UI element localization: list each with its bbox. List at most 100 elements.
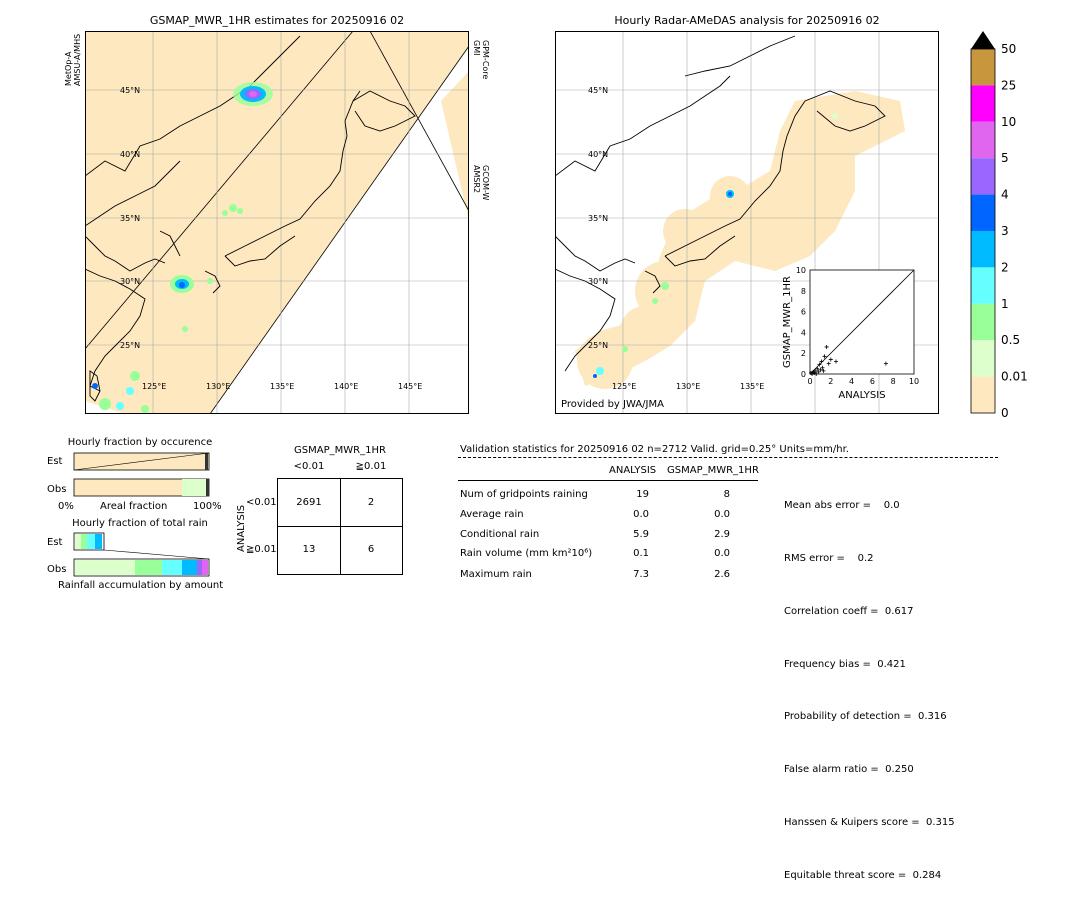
colorbar-extend-arrow bbox=[971, 31, 995, 49]
stats-row-4-gsmap: 2.6 bbox=[714, 569, 730, 580]
left-lat-25: 25°N bbox=[120, 341, 140, 350]
score-corr: Correlation coeff = 0.617 bbox=[784, 605, 914, 617]
right-sat-label-top: GPM-Core GMI bbox=[472, 40, 492, 90]
scatter-ytick: 10 bbox=[796, 266, 806, 275]
colorbar-label: 0 bbox=[1001, 406, 1009, 418]
stats-row-0-analysis: 19 bbox=[636, 489, 649, 500]
scatter-point bbox=[819, 359, 824, 364]
rain-est-label: Est bbox=[47, 537, 63, 548]
colorbar-segment bbox=[971, 231, 995, 268]
stats-header-rule bbox=[458, 457, 998, 458]
scatter-xtick: 0 bbox=[807, 377, 812, 386]
colorbar-label: 4 bbox=[1001, 188, 1009, 202]
left-lon-130: 130°E bbox=[206, 382, 230, 391]
colorbar-label: 2 bbox=[1001, 260, 1009, 274]
scatter-point bbox=[834, 359, 838, 364]
rain-chart bbox=[73, 532, 210, 577]
right-sat-label-bottom: GCOM-W AMSR2 bbox=[472, 165, 492, 215]
contingency-col-1: ≧0.01 bbox=[355, 461, 387, 472]
scatter-point bbox=[883, 361, 888, 366]
left-lon-135: 135°E bbox=[270, 382, 294, 391]
score-ets: Equitable threat score = 0.284 bbox=[784, 869, 942, 881]
colorbar-segment bbox=[971, 49, 995, 86]
scatter-xtick: 2 bbox=[828, 377, 833, 386]
scatter-xlabel: ANALYSIS bbox=[838, 390, 885, 401]
stats-row-3-label: Rain volume (mm km²10⁶) bbox=[460, 548, 593, 559]
rain-obs-label: Obs bbox=[47, 564, 67, 575]
cell-false-alarm: 2 bbox=[367, 497, 375, 508]
stats-row-2-analysis: 5.9 bbox=[633, 529, 649, 540]
scatter-point bbox=[817, 362, 822, 367]
occ-obs-label: Obs bbox=[47, 484, 67, 495]
scatter-ytick: 6 bbox=[801, 308, 806, 317]
left-map-title: GSMAP_MWR_1HR estimates for 20250916 02 bbox=[149, 14, 405, 27]
gcom-line2: AMSR2 bbox=[472, 165, 481, 194]
occ-x-0: 0% bbox=[58, 501, 74, 512]
occ-x-100: 100% bbox=[193, 501, 222, 512]
right-lat-25: 25°N bbox=[588, 341, 608, 350]
score-rmse: RMS error = 0.2 bbox=[784, 552, 874, 564]
scatter-point bbox=[810, 372, 815, 376]
left-map: 45°N 40°N 35°N 30°N 25°N 125°E 130°E 135… bbox=[85, 31, 469, 414]
right-map: 45°N 40°N 35°N 30°N 25°N 125°E 130°E 135… bbox=[555, 31, 939, 414]
scatter-point bbox=[826, 361, 831, 366]
scatter-xtick: 4 bbox=[849, 377, 854, 386]
scores-list: Mean abs error = 0.0 RMS error = 0.2 Cor… bbox=[784, 462, 955, 902]
scatter-point bbox=[816, 369, 821, 374]
right-lat-40: 40°N bbox=[588, 150, 608, 159]
left-sat-line2: AMSU-A/MHS bbox=[73, 33, 82, 86]
scatter-ytick: 2 bbox=[801, 349, 806, 358]
scatter-xtick: 10 bbox=[909, 377, 919, 386]
scatter-point bbox=[822, 354, 827, 359]
scatter-point bbox=[818, 367, 823, 372]
colorbar-segment bbox=[971, 121, 995, 159]
colorbar-label: 3 bbox=[1001, 224, 1009, 238]
rain-title: Hourly fraction of total rain bbox=[72, 518, 208, 529]
gcom-line1: GCOM-W bbox=[481, 165, 490, 201]
stats-row-1-label: Average rain bbox=[460, 509, 524, 520]
score-far: False alarm ratio = 0.250 bbox=[784, 764, 914, 776]
colorbar-segment bbox=[971, 85, 995, 122]
left-swath-right bbox=[441, 71, 469, 221]
scatter-point bbox=[815, 366, 820, 371]
contingency-col-0: <0.01 bbox=[293, 461, 325, 472]
colorbar-label: 10 bbox=[1001, 115, 1016, 129]
gpm-line1: GPM-Core bbox=[481, 40, 490, 80]
colorbar-label: 0.5 bbox=[1001, 333, 1020, 347]
right-lat-30: 30°N bbox=[588, 277, 608, 286]
stats-row-0-label: Num of gridpoints raining bbox=[460, 489, 588, 500]
left-swath bbox=[85, 31, 469, 414]
occ-est-label: Est bbox=[47, 456, 63, 467]
score-mae: Mean abs error = 0.0 bbox=[784, 500, 900, 512]
colorbar-segment bbox=[971, 340, 995, 377]
stats-row-1-gsmap: 0.0 bbox=[714, 509, 730, 520]
left-lon-145: 145°E bbox=[398, 382, 422, 391]
colorbar-label: 50 bbox=[1001, 42, 1016, 56]
scatter-point bbox=[824, 344, 829, 349]
colorbar-segment bbox=[971, 303, 995, 341]
colorbar-label: 25 bbox=[1001, 78, 1016, 92]
left-lat-30: 30°N bbox=[120, 277, 140, 286]
colorbar-segment bbox=[971, 267, 995, 304]
right-lat-35: 35°N bbox=[588, 214, 608, 223]
left-sat-label: MetOp-A AMSU-A/MHS bbox=[64, 30, 84, 90]
stats-col-rule bbox=[458, 480, 758, 481]
score-freq-bias: Frequency bias = 0.421 bbox=[784, 658, 906, 670]
scatter-point bbox=[812, 370, 817, 375]
right-lon-130: 130°E bbox=[676, 382, 700, 391]
left-lat-35: 35°N bbox=[120, 214, 140, 223]
occ-chart bbox=[73, 452, 210, 497]
score-hk: Hanssen & Kuipers score = 0.315 bbox=[784, 816, 955, 828]
right-lon-125: 125°E bbox=[612, 382, 636, 391]
gpm-line2: GMI bbox=[472, 40, 481, 56]
colorbar-label: 0.01 bbox=[1001, 370, 1028, 384]
left-lon-140: 140°E bbox=[334, 382, 358, 391]
stats-row-3-gsmap: 0.0 bbox=[714, 548, 730, 559]
colorbar-segment bbox=[971, 376, 995, 413]
radar-credit: Provided by JWA/JMA bbox=[561, 399, 664, 410]
left-lon-125: 125°E bbox=[142, 382, 166, 391]
scatter-xtick: 8 bbox=[891, 377, 896, 386]
scatter-ytick: 4 bbox=[801, 328, 806, 337]
stats-row-1-analysis: 0.0 bbox=[633, 509, 649, 520]
scatter-plot: 00 2 2 4 4 6 6 8 8 10 10 ANALYSIS GSMAP_MWR_1HR bbox=[782, 266, 919, 401]
